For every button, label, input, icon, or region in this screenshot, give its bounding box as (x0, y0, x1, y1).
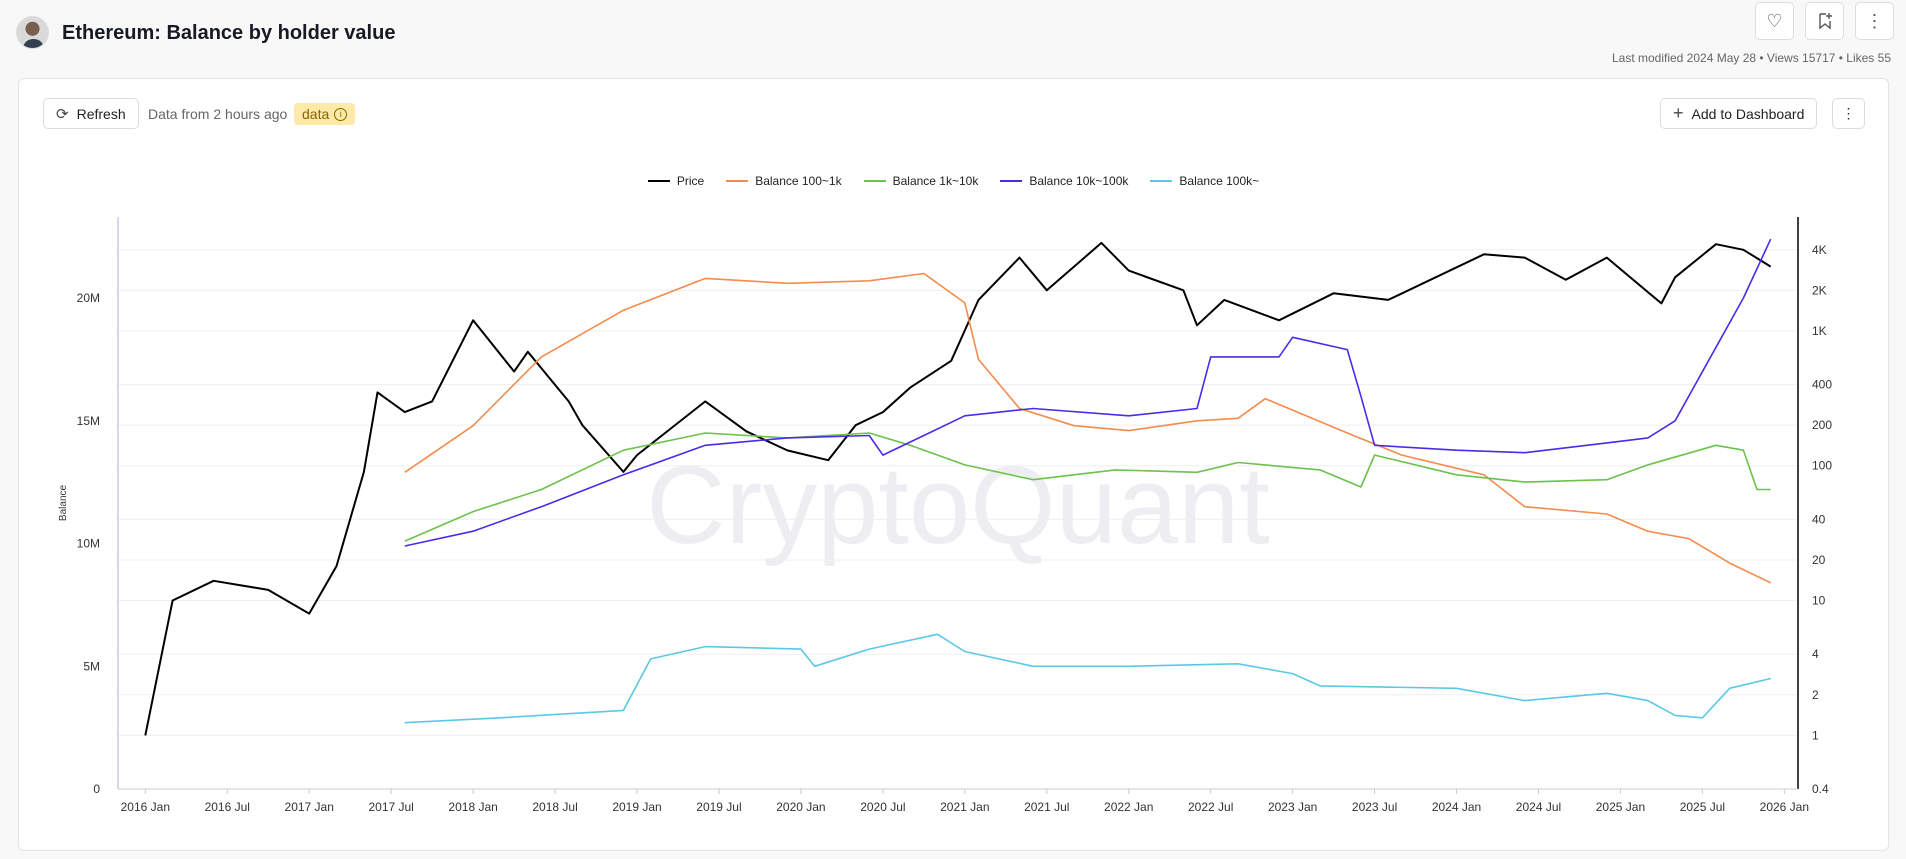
add-to-dashboard-button[interactable]: + Add to Dashboard (1660, 98, 1818, 129)
x-tick-label: 2016 Jul (205, 800, 250, 814)
legend-swatch (1000, 180, 1023, 182)
x-tick-label: 2025 Jan (1596, 800, 1645, 814)
x-tick-label: 2025 Jul (1680, 800, 1725, 814)
right-tick-label: 2 (1812, 688, 1819, 702)
x-tick-label: 2019 Jan (612, 800, 661, 814)
plus-icon: + (1673, 103, 1684, 123)
series-line-3 (404, 238, 1772, 547)
right-tick-label: 100 (1812, 459, 1832, 473)
legend-swatch (1150, 180, 1173, 182)
x-tick-label: 2021 Jul (1024, 800, 1069, 814)
legend-item[interactable]: Price (647, 174, 705, 188)
left-tick-label: 20M (77, 291, 100, 305)
page-meta: Last modified 2024 May 28 • Views 15717 … (1611, 51, 1891, 65)
right-tick-label: 40 (1812, 512, 1826, 526)
legend-item[interactable]: Balance 10k~100k (1000, 174, 1128, 188)
left-tick-label: 10M (77, 537, 100, 551)
x-tick-label: 2021 Jan (940, 800, 989, 814)
series-line-0 (144, 241, 1772, 736)
legend-swatch (647, 180, 670, 182)
legend-label: Balance 100k~ (1179, 174, 1260, 188)
left-tick-label: 5M (83, 659, 100, 673)
right-tick-label: 20 (1812, 553, 1826, 567)
add-to-dashboard-label: Add to Dashboard (1691, 105, 1805, 122)
x-tick-label: 2018 Jul (532, 800, 577, 814)
data-badge[interactable]: data i (294, 103, 356, 125)
badge-label: data (302, 106, 330, 122)
chart-card: ⟳ Refresh Data from 2 hours ago data i +… (18, 78, 1889, 851)
x-tick-label: 2019 Jul (696, 800, 741, 814)
y-axis-label: Balance (58, 484, 69, 521)
like-button[interactable]: ♡ (1755, 2, 1794, 40)
legend-item[interactable]: Balance 100k~ (1150, 174, 1259, 188)
chart: CryptoQuant 0.4 1 2 4 10 20 40 100 200 400 1K 2K 4K 0 5… (58, 217, 1832, 814)
left-tick-label: 15M (77, 414, 100, 428)
x-tick-label: 2024 Jan (1432, 800, 1481, 814)
data-freshness: Data from 2 hours ago (148, 106, 288, 122)
right-tick-label: 0.4 (1812, 782, 1829, 796)
legend-label: Balance 10k~100k (1029, 174, 1129, 188)
x-tick-label: 2017 Jan (285, 800, 334, 814)
chart-more-button[interactable]: ⋮ (1832, 98, 1865, 129)
legend-swatch (726, 180, 749, 182)
series-line-4 (404, 633, 1771, 724)
x-tick-label: 2023 Jan (1268, 800, 1317, 814)
x-tick-label: 2017 Jul (368, 800, 413, 814)
right-tick-label: 200 (1812, 418, 1832, 432)
bookmark-button[interactable] (1805, 2, 1844, 40)
info-icon: i (334, 107, 348, 121)
watermark: CryptoQuant (646, 444, 1270, 567)
x-tick-label: 2020 Jul (860, 800, 905, 814)
x-tick-label: 2023 Jul (1352, 800, 1397, 814)
heart-icon: ♡ (1766, 10, 1783, 31)
x-tick-label: 2026 Jan (1760, 800, 1809, 814)
right-tick-label: 4K (1812, 243, 1827, 257)
legend-item[interactable]: Balance 1k~10k (863, 174, 979, 188)
page-title: Ethereum: Balance by holder value (62, 22, 396, 44)
refresh-icon: ⟳ (56, 105, 69, 123)
x-tick-label: 2022 Jan (1104, 800, 1153, 814)
x-tick-label: 2018 Jan (448, 800, 497, 814)
refresh-label: Refresh (76, 105, 126, 122)
bookmark-add-icon (1818, 13, 1832, 30)
right-tick-label: 400 (1812, 378, 1832, 392)
more-vertical-icon: ⋮ (1841, 105, 1856, 121)
series-line-1 (404, 272, 1772, 584)
legend-label: Balance 1k~10k (892, 174, 979, 188)
more-button[interactable]: ⋮ (1855, 2, 1894, 40)
legend-label: Price (676, 174, 705, 188)
left-tick-label: 0 (93, 782, 100, 796)
avatar (16, 16, 49, 49)
x-tick-label: 2024 Jul (1516, 800, 1561, 814)
legend: Price Balance 100~1k Balance 1k~10k Balance… (19, 174, 1888, 188)
legend-label: Balance 100~1k (755, 174, 842, 188)
right-tick-label: 10 (1812, 594, 1826, 608)
x-tick-label: 2020 Jan (776, 800, 825, 814)
right-tick-label: 1 (1812, 728, 1819, 742)
right-tick-label: 1K (1812, 324, 1827, 338)
x-tick-label: 2016 Jan (121, 800, 170, 814)
more-vertical-icon: ⋮ (1865, 10, 1884, 31)
refresh-button[interactable]: ⟳ Refresh (43, 98, 139, 129)
series-line-2 (404, 432, 1771, 542)
legend-swatch (863, 180, 886, 182)
right-tick-label: 4 (1812, 647, 1819, 661)
right-tick-label: 2K (1812, 283, 1827, 297)
x-tick-label: 2022 Jul (1188, 800, 1233, 814)
legend-item[interactable]: Balance 100~1k (726, 174, 842, 188)
